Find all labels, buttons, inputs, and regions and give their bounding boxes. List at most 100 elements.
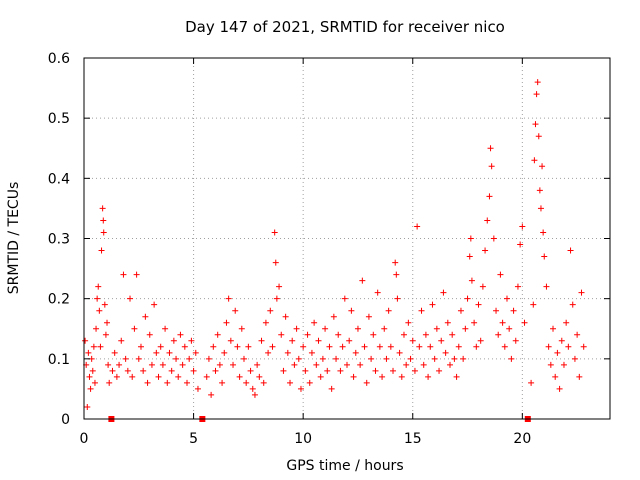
data-point xyxy=(127,295,134,302)
data-point xyxy=(341,295,348,302)
data-point xyxy=(155,373,162,380)
data-point xyxy=(571,355,578,362)
data-point xyxy=(87,385,94,392)
data-point xyxy=(324,367,331,374)
data-point xyxy=(436,367,443,374)
data-point xyxy=(422,331,429,338)
data-point xyxy=(354,325,361,332)
data-point xyxy=(300,343,307,350)
data-point xyxy=(556,385,563,392)
data-point xyxy=(348,307,355,314)
data-point xyxy=(240,355,247,362)
data-point xyxy=(466,253,473,260)
data-point xyxy=(315,337,322,344)
data-point xyxy=(91,379,98,386)
data-point xyxy=(135,355,142,362)
data-point xyxy=(164,379,171,386)
data-point xyxy=(350,373,357,380)
data-point xyxy=(429,301,436,308)
data-point xyxy=(186,355,193,362)
data-point xyxy=(359,277,366,284)
data-point xyxy=(184,379,191,386)
data-point xyxy=(90,343,97,350)
data-point xyxy=(258,337,265,344)
y-axis-label: SRMTID / TECUs xyxy=(6,182,22,295)
data-point xyxy=(100,217,107,224)
data-point xyxy=(216,361,223,368)
data-point xyxy=(100,229,107,236)
data-point xyxy=(85,349,92,356)
data-point xyxy=(243,379,250,386)
data-point xyxy=(144,379,151,386)
y-tick-label: 0.4 xyxy=(48,171,70,187)
data-point xyxy=(219,379,226,386)
data-point xyxy=(133,271,140,278)
y-tick-label: 0.3 xyxy=(48,232,70,248)
data-point xyxy=(457,307,464,314)
data-point xyxy=(304,331,311,338)
x-tick-label: 5 xyxy=(189,431,198,447)
data-point xyxy=(84,403,91,410)
data-point xyxy=(403,361,410,368)
data-point xyxy=(89,367,96,374)
data-point xyxy=(98,247,105,254)
data-point xyxy=(101,301,108,308)
data-point xyxy=(409,337,416,344)
data-point xyxy=(580,343,587,350)
data-point xyxy=(212,367,219,374)
data-point xyxy=(479,283,486,290)
data-point xyxy=(118,337,125,344)
data-point xyxy=(543,283,550,290)
y-axis-ticks: 0 0.1 0.2 0.3 0.4 0.5 0.6 xyxy=(48,51,610,428)
data-point xyxy=(113,373,120,380)
data-point xyxy=(339,343,346,350)
data-point xyxy=(533,91,540,98)
data-point xyxy=(137,343,144,350)
data-point xyxy=(528,379,535,386)
data-point xyxy=(170,337,177,344)
data-point xyxy=(372,367,379,374)
data-point xyxy=(82,337,89,344)
gridlines xyxy=(84,58,610,419)
data-point xyxy=(475,301,482,308)
data-point xyxy=(574,331,581,338)
data-point xyxy=(227,337,234,344)
data-point xyxy=(162,325,169,332)
data-point xyxy=(433,325,440,332)
data-point xyxy=(265,349,272,356)
data-point xyxy=(194,385,201,392)
data-point xyxy=(313,361,320,368)
data-point xyxy=(361,343,368,350)
data-point xyxy=(306,379,313,386)
data-point xyxy=(230,361,237,368)
data-point xyxy=(99,205,106,212)
data-point xyxy=(444,319,451,326)
data-point xyxy=(203,373,210,380)
data-point xyxy=(337,367,344,374)
x-tick-label: 0 xyxy=(80,431,89,447)
x-tick-label: 20 xyxy=(513,431,531,447)
data-point xyxy=(335,331,342,338)
data-point xyxy=(293,325,300,332)
data-point xyxy=(497,271,504,278)
data-point xyxy=(282,313,289,320)
data-point xyxy=(387,343,394,350)
data-point xyxy=(302,367,309,374)
x-axis-ticks: 0 5 10 15 20 xyxy=(80,58,531,447)
data-point xyxy=(510,307,517,314)
data-point xyxy=(379,373,386,380)
data-point xyxy=(140,367,147,374)
data-point xyxy=(295,355,302,362)
data-point xyxy=(284,349,291,356)
data-point xyxy=(381,325,388,332)
data-point xyxy=(578,289,585,296)
data-point xyxy=(104,319,111,326)
data-point xyxy=(416,343,423,350)
data-point xyxy=(297,385,304,392)
data-point xyxy=(308,349,315,356)
data-point xyxy=(317,373,324,380)
data-point xyxy=(565,343,572,350)
data-point xyxy=(210,343,217,350)
data-point xyxy=(536,187,543,194)
data-point xyxy=(129,373,136,380)
